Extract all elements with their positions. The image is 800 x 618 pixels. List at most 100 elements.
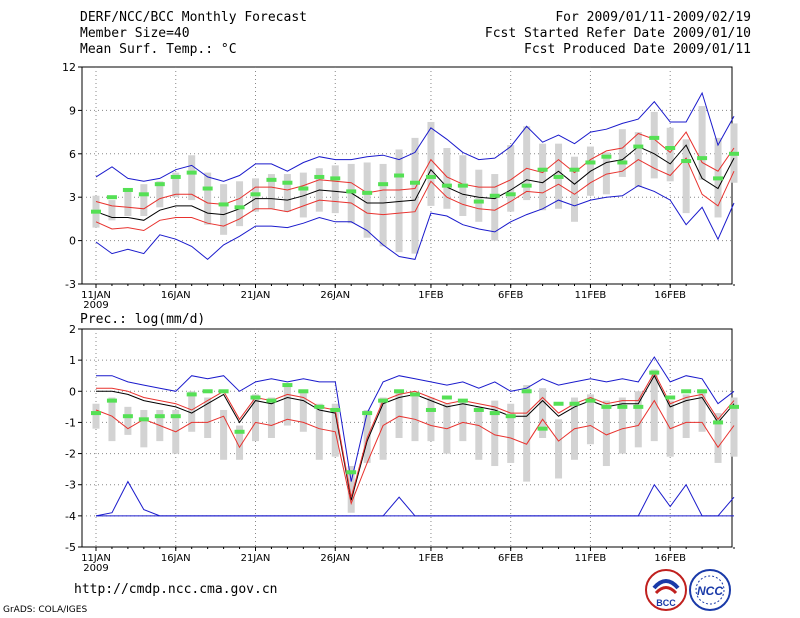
observed-marker	[585, 160, 596, 165]
member-range-bar	[299, 391, 307, 432]
member-range-bar	[315, 403, 323, 460]
observed-marker	[553, 174, 564, 179]
member-range-bar	[634, 391, 642, 448]
member-range-bar	[236, 425, 244, 460]
observed-marker	[378, 398, 389, 403]
observed-marker	[250, 395, 261, 400]
member-range-bar	[188, 391, 196, 432]
y-tick-label: -4	[65, 510, 76, 523]
observed-marker	[362, 190, 373, 195]
member-range-bar	[491, 400, 499, 467]
observed-marker	[585, 398, 596, 403]
member-range-bar	[220, 184, 228, 235]
source-url-link[interactable]: http://cmdp.ncc.cma.gov.cn	[74, 582, 278, 597]
x-tick-label: 21JAN	[241, 290, 271, 301]
member-range-bar	[618, 129, 626, 177]
y-tick-label: 1	[69, 354, 76, 367]
y-tick-label: 12	[62, 61, 76, 74]
member-range-bar	[395, 149, 403, 253]
observed-marker	[346, 470, 357, 475]
member-range-bar	[618, 397, 626, 454]
bcc-logo-text: BCC	[656, 598, 676, 608]
observed-marker	[441, 183, 452, 188]
member-range-bar	[220, 409, 228, 460]
member-range-bar	[682, 394, 690, 438]
observed-marker	[489, 411, 500, 416]
y-tick-label: -3	[65, 278, 76, 291]
observed-marker	[298, 186, 309, 191]
observed-marker	[122, 187, 133, 192]
observed-marker	[234, 205, 245, 210]
observed-marker	[362, 411, 373, 416]
observed-marker	[346, 189, 357, 194]
observed-marker	[266, 398, 277, 403]
member-range-bar	[379, 163, 387, 247]
series-lower-spread	[95, 399, 735, 506]
x-tick-label: 1FEB	[418, 553, 443, 564]
member-range-bar	[172, 172, 180, 198]
observed-marker	[569, 401, 580, 406]
observed-marker	[537, 167, 548, 172]
observed-marker	[441, 395, 452, 400]
grads-credit: GrADS: COLA/IGES	[3, 605, 88, 615]
observed-marker	[122, 414, 133, 419]
member-range-bar	[539, 388, 547, 438]
observed-marker	[218, 389, 229, 394]
x-tick-label: 6FEB	[498, 290, 523, 301]
x-year-label: 2009	[83, 563, 108, 574]
observed-marker	[138, 192, 149, 197]
observed-marker	[314, 404, 325, 409]
member-range-bar	[539, 143, 547, 211]
member-range-bar	[411, 137, 419, 254]
member-range-bar	[188, 155, 196, 201]
chart-title: DERF/NCC/BCC Monthly Forecast	[80, 10, 307, 25]
x-tick-label: 16FEB	[654, 290, 686, 301]
member-range-bar	[427, 121, 435, 206]
x-tick-label: 1FEB	[418, 290, 443, 301]
observed-marker	[218, 202, 229, 207]
member-range-bar	[459, 400, 467, 442]
member-range-bar	[650, 369, 658, 442]
observed-marker	[681, 389, 692, 394]
precip-panel-title: Prec.: log(mm/d)	[80, 312, 205, 327]
observed-marker	[186, 170, 197, 175]
member-range-bar	[475, 406, 483, 460]
observed-marker	[410, 180, 420, 185]
observed-marker	[314, 174, 325, 179]
x-tick-label: 11FEB	[575, 553, 607, 564]
observed-marker	[170, 414, 181, 419]
chart-panel-2: -5 -4 -3 -2 -1 0 1 2 11JAN 16JAN 21JAN 26JAN 1FEB 6FE…	[65, 323, 739, 574]
member-range-bar	[124, 406, 132, 435]
observed-marker	[298, 389, 309, 394]
observed-marker	[569, 167, 580, 172]
observed-marker	[154, 414, 165, 419]
observed-marker	[505, 192, 516, 197]
observed-marker	[633, 144, 644, 149]
observed-marker	[521, 183, 532, 188]
member-range-bar	[283, 385, 291, 426]
member-range-bar	[283, 174, 291, 212]
observed-marker	[410, 392, 420, 397]
observed-marker	[425, 407, 436, 412]
observed-marker	[601, 404, 612, 409]
member-range-bar	[443, 148, 451, 209]
observed-marker	[649, 135, 660, 140]
ncc-logo-text: NCC	[697, 584, 723, 598]
y-tick-label: 0	[69, 235, 76, 248]
member-range-bar	[698, 106, 706, 180]
member-range-bar	[555, 419, 563, 479]
member-range-bar	[140, 184, 148, 217]
member-range-bar	[363, 409, 371, 463]
observed-marker	[394, 389, 405, 394]
member-range-bar	[236, 181, 244, 227]
observed-marker	[282, 383, 293, 388]
member-range-bar	[427, 397, 435, 442]
observed-marker	[170, 174, 181, 179]
forecast-period-label: For 2009/01/11-2009/02/19	[555, 10, 751, 25]
member-range-bar	[411, 394, 419, 442]
y-tick-label: 9	[69, 104, 76, 117]
member-range-bar	[331, 165, 339, 214]
observed-marker	[202, 186, 213, 191]
x-tick-label: 6FEB	[498, 553, 523, 564]
observed-marker	[250, 192, 261, 197]
